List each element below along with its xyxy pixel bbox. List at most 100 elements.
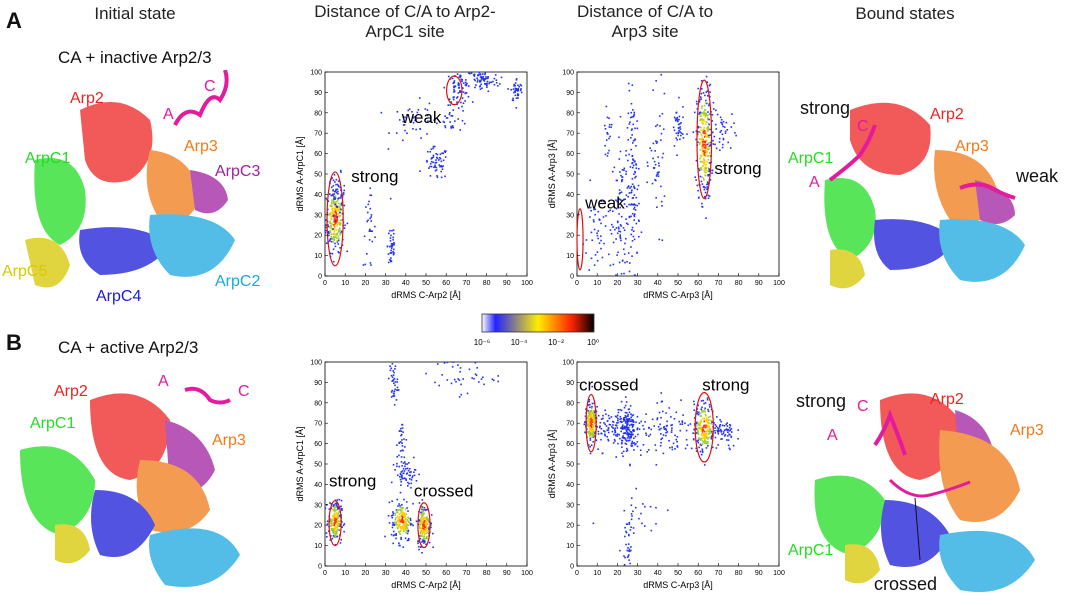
data-point [702,441,705,443]
data-point [340,195,342,197]
data-point [418,97,421,99]
data-point [391,524,394,526]
data-point [624,526,626,529]
structure-b-initial [20,386,240,587]
data-point [660,441,662,444]
data-point [336,513,338,516]
data-point [730,436,733,438]
data-point [707,410,710,413]
data-point [676,435,679,438]
data-point [422,525,425,528]
data-point [429,524,432,526]
x-tick-label: 80 [735,280,743,287]
data-point [628,550,630,552]
label-arp2: Arp2 [70,90,104,107]
data-point [442,120,445,123]
data-point [452,109,455,111]
data-point [700,138,703,140]
data-point [634,443,636,446]
data-point [331,518,334,521]
data-point [654,163,657,166]
data-point [676,440,678,443]
point-cluster [621,82,643,277]
data-point [605,425,608,427]
data-point [627,252,630,254]
data-point [699,126,702,129]
data-point [590,419,593,422]
data-point [711,172,713,175]
data-point [334,533,337,535]
data-point [328,193,331,195]
data-point [391,243,394,245]
data-point [394,384,396,387]
data-point [332,530,334,532]
point-cluster [610,115,634,275]
data-point [423,509,425,511]
data-point [331,202,333,205]
data-point [671,427,673,429]
data-point [705,440,707,443]
data-point [693,403,696,406]
data-point [638,235,640,238]
highlight-ellipse [585,394,597,453]
data-point [621,178,624,181]
data-point [398,454,400,457]
data-point [334,506,337,508]
data-point [635,145,637,147]
data-point [406,463,408,465]
header-bound-states: Bound states [855,4,955,23]
data-point [444,175,446,178]
data-point [600,418,603,420]
data-point [700,443,703,445]
data-point [390,391,393,393]
data-point [478,73,480,76]
data-point [724,434,727,436]
data-point [396,465,398,468]
data-point [705,442,708,445]
data-point [634,176,636,179]
data-point [709,134,711,136]
data-point [330,201,333,203]
data-point [709,91,711,93]
data-point [623,203,626,205]
data-point [696,133,699,136]
data-point [684,422,686,425]
data-point [616,254,618,256]
data-point [398,465,401,468]
data-point [461,105,463,108]
data-point [392,374,395,376]
data-point [703,152,706,154]
data-point [712,139,714,142]
data-point [589,439,592,441]
data-point [404,129,406,132]
data-point [677,120,679,123]
data-point [400,520,403,522]
data-point [393,243,395,245]
data-point [479,88,482,91]
arpc4-shape [79,227,170,275]
data-point [336,214,339,216]
data-point [700,155,702,157]
x-tick-label: 50 [674,280,682,287]
data-point [328,240,331,242]
data-point [367,203,370,206]
data-point [704,166,707,168]
data-point [330,219,333,221]
data-point [701,141,704,143]
data-point [630,111,633,114]
data-point [659,423,661,426]
data-point [331,229,334,231]
data-point [660,433,662,435]
data-point [337,508,339,510]
data-point [604,225,607,227]
data-point [672,442,675,445]
data-point [400,536,402,539]
data-point [422,512,424,515]
data-point [440,170,443,173]
data-point [623,419,626,421]
highlight-ellipse [576,208,584,271]
data-point [497,84,499,87]
data-point [686,133,688,135]
data-point [715,109,717,112]
data-point [410,471,412,473]
